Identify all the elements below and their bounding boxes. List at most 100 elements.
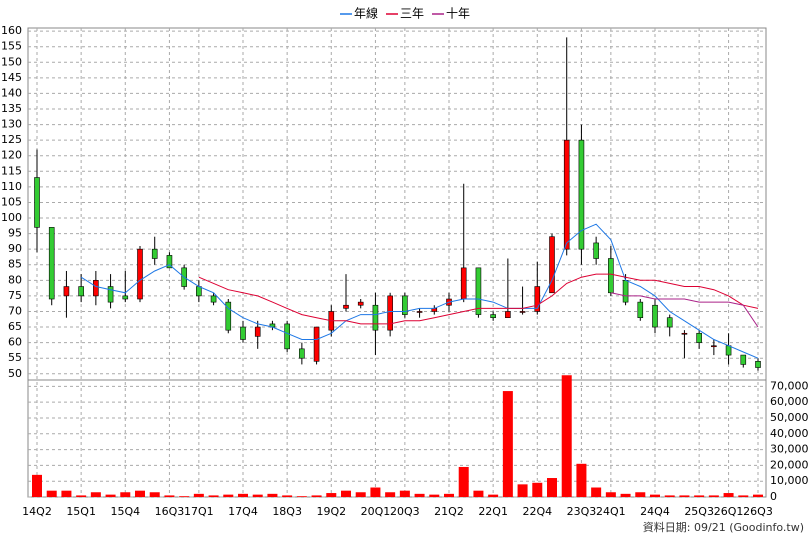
- candle-body: [608, 258, 614, 294]
- volume-bar: [605, 492, 616, 497]
- volume-bar: [532, 482, 543, 497]
- volume-bar: [105, 494, 116, 497]
- candle-body: [534, 286, 541, 312]
- volume-bar: [311, 495, 322, 497]
- y-tick-label: 130: [1, 118, 22, 131]
- volume-bar: [238, 493, 248, 497]
- volume-bar: [326, 493, 337, 497]
- x-tick-label: 23Q3: [567, 505, 597, 518]
- y-tick-label: 80: [8, 273, 22, 286]
- candle-body: [666, 317, 673, 328]
- x-tick-label: 17Q1: [184, 505, 214, 518]
- legend-label: 年線: [354, 6, 378, 21]
- y-tick-label: 105: [1, 195, 22, 208]
- candle-body: [34, 177, 40, 228]
- volume-bar: [547, 478, 557, 497]
- x-tick-label: 25Q3: [684, 505, 714, 518]
- volume-bar: [385, 492, 396, 497]
- volume-bar: [414, 493, 425, 497]
- y2-tick-label: 50,000: [770, 411, 808, 424]
- volume-bar: [164, 495, 175, 497]
- volume-bar: [473, 490, 484, 497]
- volume-bar: [561, 375, 572, 497]
- candle-body: [681, 332, 688, 335]
- candle-body: [196, 286, 202, 297]
- volume-bar: [193, 493, 204, 497]
- candle-body: [593, 242, 599, 259]
- candle-body: [460, 267, 467, 300]
- y-tick-label: 115: [1, 164, 22, 177]
- volume-bar: [517, 484, 528, 497]
- candle-body: [284, 323, 290, 350]
- volume-bar: [591, 487, 602, 497]
- volume-bar: [296, 496, 307, 497]
- candle-body: [416, 311, 423, 313]
- ma-line: [198, 273, 759, 325]
- volume-bar: [458, 466, 469, 497]
- candle-body: [225, 301, 232, 331]
- y-tick-label: 120: [1, 149, 22, 162]
- volume-bar: [488, 494, 499, 497]
- volume-bar: [723, 493, 734, 497]
- volume-bar: [46, 490, 57, 497]
- volume-bar: [90, 492, 101, 497]
- volume-bar: [76, 495, 87, 497]
- x-tick-label: 21Q2: [434, 505, 464, 518]
- x-tick-label: 24Q4: [640, 505, 670, 518]
- volume-bar: [399, 490, 410, 497]
- volume-bar: [708, 495, 719, 497]
- volume-bar: [341, 490, 351, 497]
- y2-tick-label: 30,000: [770, 443, 808, 456]
- y-tick-label: 110: [1, 180, 22, 193]
- candle-body: [578, 139, 585, 250]
- y2-tick-label: 10,000: [770, 474, 808, 487]
- x-tick-label: 22Q4: [522, 505, 552, 518]
- candle-body: [505, 311, 511, 318]
- candle-body: [357, 301, 364, 306]
- candle-body: [63, 286, 70, 297]
- ma-line: [610, 292, 759, 328]
- volume-bar: [679, 495, 690, 497]
- candle-body: [299, 348, 305, 359]
- volume-bar: [502, 391, 513, 497]
- x-tick-label: 15Q4: [110, 505, 140, 518]
- candle-body: [475, 267, 482, 315]
- candle-body: [107, 286, 114, 303]
- candle-body: [343, 304, 349, 309]
- x-tick-label: 20Q3: [390, 505, 420, 518]
- y-tick-label: 160: [1, 24, 22, 37]
- y-tick-label: 155: [1, 40, 22, 53]
- y-tick-label: 90: [8, 242, 22, 255]
- y-tick-label: 65: [8, 320, 22, 333]
- volume-bar: [282, 495, 293, 497]
- y-tick-label: 100: [1, 211, 22, 224]
- y2-tick-label: 60,000: [770, 395, 808, 408]
- candle-body: [652, 304, 658, 328]
- volume-bar: [664, 495, 675, 497]
- candle-body: [137, 248, 143, 300]
- y2-tick-label: 20,000: [770, 458, 808, 471]
- volume-bar: [267, 493, 278, 497]
- volume-bar: [650, 494, 660, 497]
- volume-bar: [223, 494, 234, 497]
- y-tick-label: 60: [8, 336, 22, 349]
- volume-bar: [576, 463, 587, 497]
- candle-body: [740, 354, 747, 365]
- y-tick-label: 85: [8, 258, 22, 271]
- volume-bar: [61, 490, 72, 497]
- x-tick-label: 26Q1: [714, 505, 744, 518]
- volume-bar: [620, 493, 631, 497]
- candle-body: [78, 286, 84, 297]
- candle-body: [372, 304, 379, 331]
- candle-body: [622, 280, 629, 303]
- volume-bar: [179, 496, 190, 497]
- volume-bar: [252, 494, 263, 497]
- x-tick-label: 20Q1: [361, 505, 391, 518]
- y2-tick-label: 70,000: [770, 379, 808, 392]
- y-tick-label: 125: [1, 133, 22, 146]
- candle-body: [402, 295, 408, 315]
- candle-body: [210, 295, 217, 303]
- volume-bar: [738, 495, 749, 497]
- candle-body: [725, 345, 732, 356]
